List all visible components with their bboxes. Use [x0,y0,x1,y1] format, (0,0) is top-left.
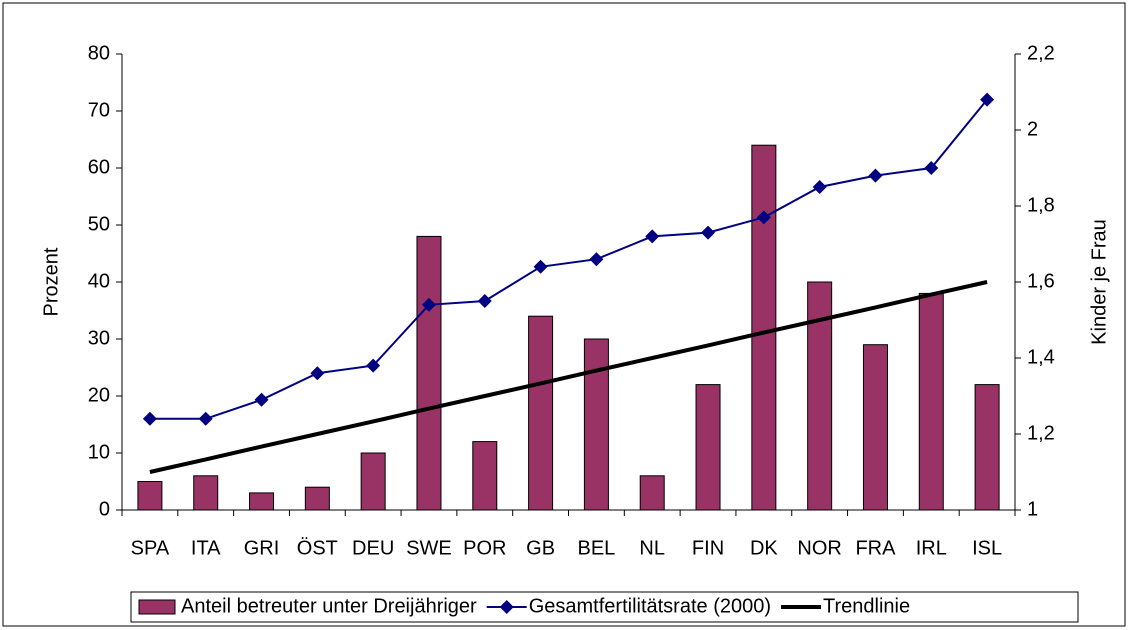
legend-marker [499,600,514,614]
y-tick-label: 40 [88,270,110,292]
y-tick-label: 0 [99,498,110,520]
x-tick-label: FIN [692,537,724,559]
marker [533,259,548,274]
y2-tick-label: 1,6 [1027,270,1055,292]
marker [812,180,827,194]
y-tick-label: 60 [88,156,110,178]
marker [701,225,716,240]
x-tick-label: DK [750,537,778,559]
marker [645,229,660,244]
y-tick-label: 70 [88,99,110,121]
marker [756,210,771,225]
x-tick-label: SPA [131,537,170,559]
y2-tick-label: 1,8 [1027,194,1055,216]
bar [918,292,944,511]
y2-tick-label: 1 [1027,498,1038,520]
bar [695,384,721,511]
bar [974,384,1000,511]
y2-tick-label: 1,2 [1027,422,1055,444]
x-tick-label: ITA [191,537,221,559]
y-axis-label: Prozent [40,247,62,316]
legend-label: Gesamtfertilitätsrate (2000) [529,595,771,617]
y-tick-label: 80 [88,42,110,64]
legend-swatch [138,599,176,615]
x-tick-label: FRA [855,537,896,559]
x-tick-label: NL [639,537,665,559]
x-tick-label: ÖST [297,537,338,559]
bar [751,144,777,511]
y-tick-label: 20 [88,384,110,406]
bar [583,338,609,511]
legend-label: Anteil betreuter unter Dreijähriger [181,595,477,617]
y2-tick-label: 1,4 [1027,346,1055,368]
x-tick-label: DEU [352,537,394,559]
y2-tick-label: 2,2 [1027,42,1055,64]
x-tick-label: IRL [916,537,947,559]
marker [589,252,604,267]
bar [862,344,888,511]
marker [421,297,436,312]
bar [528,315,554,511]
legend-box [130,591,1079,623]
marker [198,411,213,426]
trendline [149,280,988,474]
marker [477,294,492,308]
marker [868,168,883,183]
legend-label: Trendlinie [823,595,910,617]
marker [254,392,269,407]
marker [310,366,325,381]
bar [472,441,498,511]
bar [416,235,442,511]
x-tick-label: GB [526,537,555,559]
x-tick-label: BEL [578,537,616,559]
bar [193,475,219,511]
y-tick-label: 30 [88,327,110,349]
y2-axis-label: Kinder je Frau [1088,219,1110,345]
x-tick-label: GRI [244,537,280,559]
y-tick-label: 10 [88,441,110,463]
x-tick-label: ISL [972,537,1002,559]
marker [366,358,381,373]
bar [249,492,275,511]
bar [304,486,330,511]
bar [137,481,163,511]
line [149,98,988,420]
x-tick-label: NOR [797,537,841,559]
bar [360,452,386,511]
y-tick-label: 50 [88,213,110,235]
marker [924,161,939,175]
x-tick-label: POR [463,537,506,559]
y2-tick-label: 2 [1027,118,1038,140]
x-tick-label: SWE [406,537,452,559]
marker [142,411,157,426]
marker [980,92,995,107]
bar [639,475,665,511]
